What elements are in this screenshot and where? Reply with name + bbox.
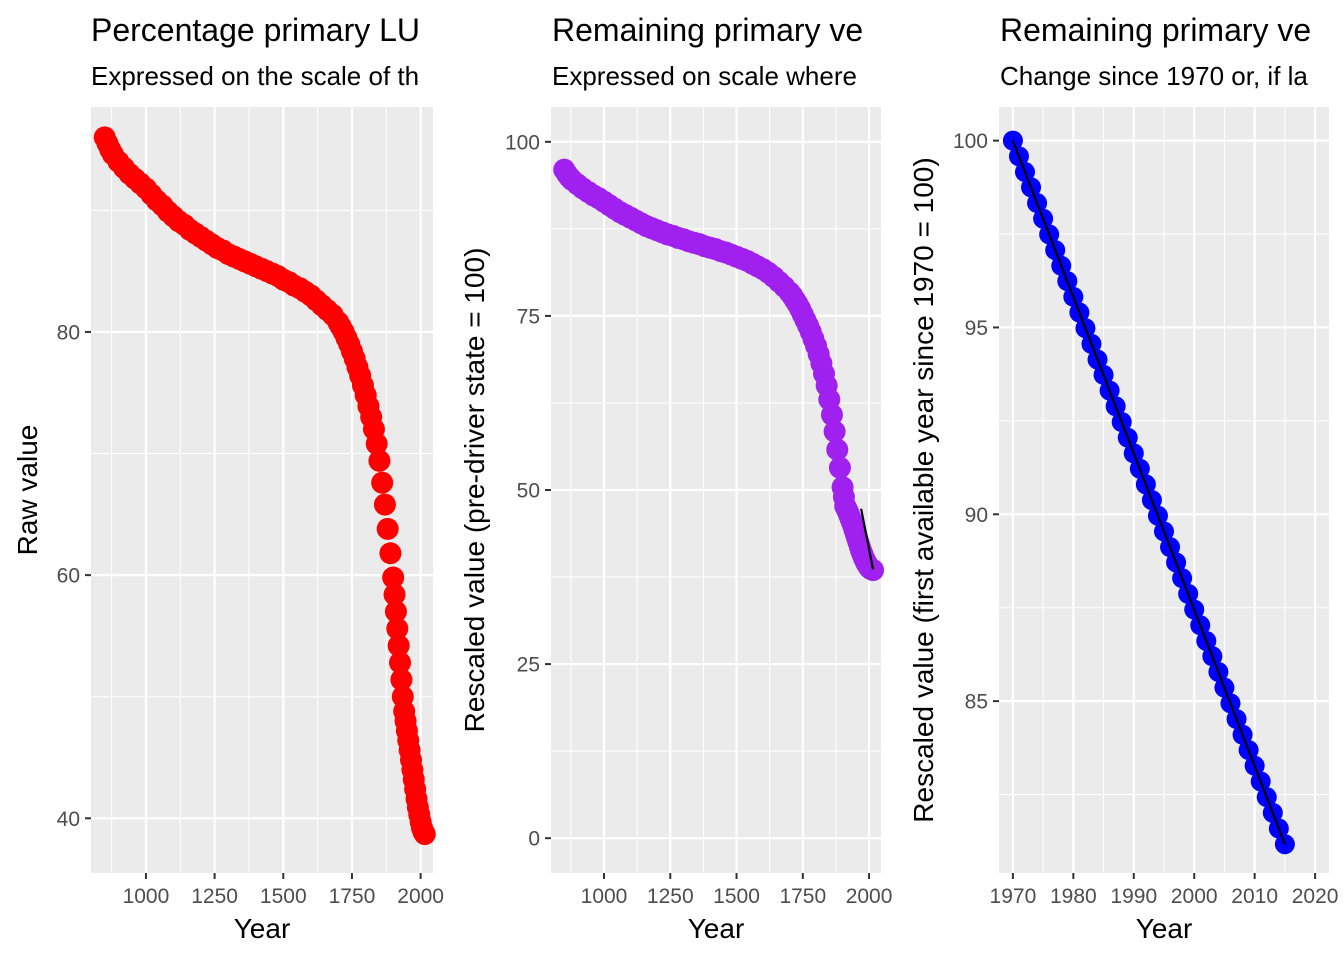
- data-point: [387, 634, 410, 657]
- panel-2-data-points: [553, 158, 885, 582]
- panel-1-data-points: [93, 126, 436, 846]
- panel-1-x-axis-label: Year: [234, 913, 291, 944]
- y-tick-label: 75: [517, 305, 540, 328]
- data-point: [365, 432, 388, 455]
- data-point: [371, 471, 394, 494]
- x-tick-label: 1500: [713, 885, 760, 908]
- panel-2: Remaining primary ve Expressed on scale …: [459, 12, 892, 944]
- panel-2-title: Remaining primary ve: [552, 12, 863, 48]
- data-point: [376, 517, 399, 540]
- data-point: [386, 617, 409, 640]
- panel-3-x-axis-label: Year: [1136, 913, 1193, 944]
- x-tick-label: 1750: [329, 885, 376, 908]
- panel-3-subtitle: Change since 1970 or, if la: [1000, 61, 1308, 91]
- x-tick-label: 1000: [581, 885, 628, 908]
- data-point: [826, 438, 849, 461]
- panel-1-x-axis: 1000 1250 1500 1750 2000: [123, 873, 444, 908]
- x-tick-label: 1500: [260, 885, 307, 908]
- panel-1-title: Percentage primary LU: [91, 12, 420, 48]
- panel-3-x-axis: 1970 1980 1990 2000 2010 2020: [990, 873, 1339, 908]
- x-tick-label: 2000: [1171, 885, 1218, 908]
- panel-1-grid-major: [91, 107, 433, 873]
- y-tick-label: 85: [965, 691, 988, 714]
- x-tick-label: 2000: [397, 885, 444, 908]
- data-point: [828, 456, 851, 479]
- panel-1-subtitle: Expressed on the scale of th: [91, 61, 419, 91]
- panel-3-title: Remaining primary ve: [1000, 12, 1311, 48]
- y-tick-label: 90: [965, 504, 988, 527]
- data-point: [862, 559, 885, 582]
- y-tick-label: 100: [953, 130, 988, 153]
- data-point: [383, 583, 406, 606]
- panel-2-trend-line: [860, 508, 875, 570]
- x-tick-label: 1000: [123, 885, 170, 908]
- x-tick-label: 2010: [1231, 885, 1278, 908]
- x-tick-label: 1750: [779, 885, 826, 908]
- data-point: [823, 420, 846, 443]
- data-point: [389, 651, 412, 674]
- panel-3: Remaining primary ve Change since 1970 o…: [908, 12, 1338, 944]
- panel-3-grid-major: [999, 107, 1329, 873]
- y-tick-label: 80: [57, 321, 80, 344]
- panel-2-y-axis-label: Rescaled value (pre-driver state = 100): [459, 248, 490, 733]
- panel-1-y-axis: 40 60 80: [57, 321, 91, 831]
- panel-3-grid-minor: [999, 107, 1329, 873]
- data-point: [379, 542, 402, 565]
- data-point: [384, 600, 407, 623]
- x-tick-label: 2000: [846, 885, 893, 908]
- y-tick-label: 100: [505, 131, 540, 154]
- panel-3-y-axis-label: Rescaled value (first available year sin…: [908, 157, 939, 822]
- panel-1-y-axis-label: Raw value: [12, 425, 43, 556]
- data-point: [382, 566, 405, 589]
- x-tick-label: 1250: [191, 885, 238, 908]
- y-tick-label: 60: [57, 565, 80, 588]
- y-tick-label: 25: [517, 654, 540, 677]
- trend-line: [860, 508, 875, 570]
- data-point: [373, 493, 396, 516]
- data-point: [820, 403, 843, 426]
- panel-2-grid-major: [551, 107, 881, 873]
- panel-2-subtitle: Expressed on scale where: [552, 61, 857, 91]
- x-tick-label: 1970: [990, 885, 1037, 908]
- panel-3-y-axis: 85 90 95 100: [953, 130, 999, 714]
- trend-line: [1011, 140, 1286, 845]
- y-tick-label: 95: [965, 317, 988, 340]
- y-tick-label: 0: [528, 828, 540, 851]
- x-tick-label: 1990: [1110, 885, 1157, 908]
- panel-3-trend-line: [1011, 140, 1286, 845]
- data-point: [390, 668, 413, 691]
- panel-2-x-axis-label: Year: [688, 913, 745, 944]
- y-tick-label: 50: [517, 480, 540, 503]
- x-tick-label: 1250: [647, 885, 694, 908]
- panel-2-x-axis: 1000 1250 1500 1750 2000: [581, 873, 893, 908]
- data-point: [413, 823, 436, 846]
- x-tick-label: 2020: [1292, 885, 1339, 908]
- y-tick-label: 40: [57, 808, 80, 831]
- data-point: [368, 449, 391, 472]
- panel-1: Percentage primary LU Expressed on the s…: [12, 12, 444, 944]
- x-tick-label: 1980: [1050, 885, 1097, 908]
- panel-2-y-axis: 0 25 50 75 100: [505, 131, 551, 851]
